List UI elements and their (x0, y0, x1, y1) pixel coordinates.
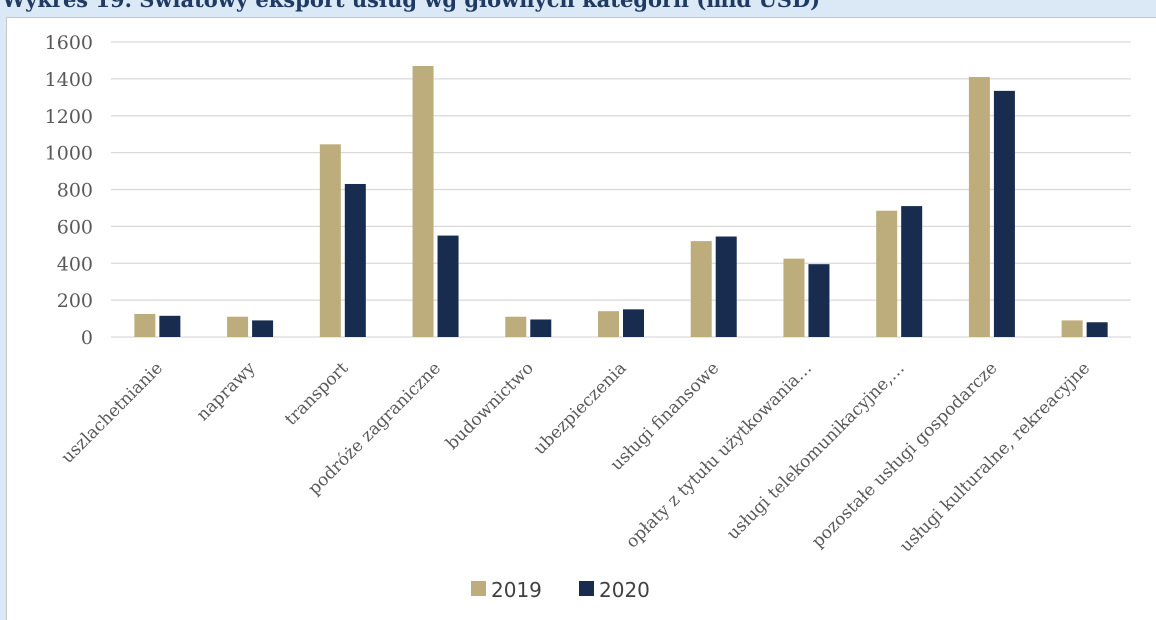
y-tick-label: 1200 (45, 106, 93, 128)
y-tick-label: 400 (57, 253, 93, 275)
bar-2020-4 (530, 319, 552, 337)
y-tick-label: 200 (57, 290, 93, 312)
bar-2020-10 (1086, 322, 1108, 337)
bar-2020-3 (437, 235, 459, 337)
y-tick-label: 600 (57, 216, 93, 238)
x-category-label: transport (281, 358, 352, 429)
legend-label-2020: 2020 (599, 578, 650, 602)
bar-2019-2 (319, 144, 341, 337)
bar-2019-9 (968, 77, 990, 337)
legend-label-2019: 2019 (491, 578, 542, 602)
chart-title-strip: Wykres 19. Światowy eksport usług wg głó… (0, 0, 1156, 16)
bar-2020-2 (344, 183, 366, 337)
bar-2019-7 (783, 258, 805, 337)
bar-2019-6 (690, 241, 712, 337)
x-category-label: usługi telekomunikacyjne,… (723, 358, 909, 544)
y-tick-label: 0 (81, 327, 93, 349)
bar-2019-5 (598, 311, 619, 337)
bar-2020-0 (159, 315, 181, 337)
legend-swatch-2020 (579, 581, 594, 596)
bar-chart: 0 200 400 600 800 1000 1200 1400 1600 uszlachetni… (45, 32, 1131, 602)
bar-2020-6 (715, 236, 737, 337)
bar-2019-0 (134, 313, 156, 337)
x-category-label: ubezpieczenia (530, 358, 631, 459)
y-tick-label: 1600 (45, 32, 93, 54)
bar-2020-8 (901, 206, 923, 337)
chart-panel: 0 200 400 600 800 1000 1200 1400 1600 uszlachetni… (6, 17, 1156, 620)
bar-2019-3 (412, 65, 434, 337)
legend-swatch-2019 (471, 581, 486, 596)
y-tick-label: 1000 (45, 143, 93, 165)
bar-2019-4 (505, 316, 527, 337)
x-category-label: usługi kulturalne, rekreacyjne (896, 358, 1094, 556)
y-tick-label: 800 (57, 180, 93, 202)
bar-2019-10 (1061, 320, 1083, 337)
x-category-label: budownictwo (442, 358, 537, 453)
bar-2020-1 (252, 320, 274, 337)
bar-2020-9 (993, 90, 1015, 337)
x-category-label: opłaty z tytułu użytkowania… (622, 358, 816, 552)
bar-2020-5 (623, 309, 644, 337)
bar-2020-7 (808, 264, 830, 337)
x-category-label: pozostałe usługi gospodarcze (808, 358, 1001, 551)
bar-2019-8 (876, 210, 898, 337)
x-category-label: naprawy (193, 358, 260, 425)
chart-title: Wykres 19. Światowy eksport usług wg głó… (2, 0, 820, 12)
bar-2019-1 (227, 316, 249, 337)
x-category-label: uszlachetnianie (58, 358, 167, 467)
y-tick-label: 1400 (45, 69, 93, 91)
